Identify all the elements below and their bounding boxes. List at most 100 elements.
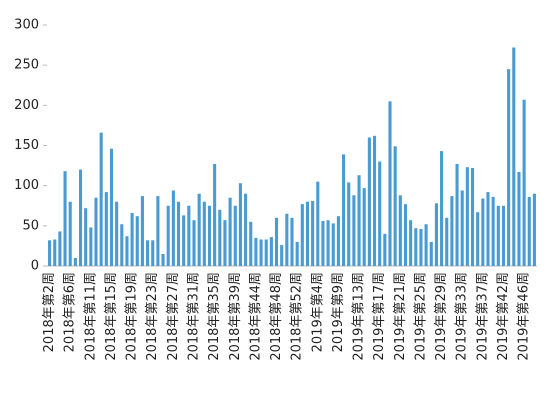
bar xyxy=(476,212,480,266)
bar xyxy=(68,201,72,266)
bar xyxy=(316,181,320,266)
x-tick-label: 2018年第44周 xyxy=(248,272,263,361)
x-tick-label: 2018年第39周 xyxy=(228,272,243,361)
bar xyxy=(393,146,397,266)
bar xyxy=(140,196,144,266)
bar xyxy=(465,167,469,266)
x-tick-label: 2018年第23周 xyxy=(145,272,160,361)
bar xyxy=(470,167,475,266)
bar xyxy=(326,220,330,266)
bar xyxy=(527,196,531,266)
bar xyxy=(202,201,206,266)
bar xyxy=(99,132,103,266)
bar xyxy=(120,224,124,266)
bar xyxy=(440,151,444,266)
bar xyxy=(414,228,418,266)
bar xyxy=(48,240,52,266)
bar xyxy=(233,205,237,266)
bar xyxy=(280,245,284,266)
bar xyxy=(264,239,268,266)
bar xyxy=(115,201,119,266)
x-tick-label: 2019年第21周 xyxy=(393,272,408,361)
bar xyxy=(403,204,408,266)
bar xyxy=(146,240,150,266)
bar xyxy=(300,204,304,266)
bar xyxy=(419,229,423,266)
bar xyxy=(197,193,201,266)
bar xyxy=(455,163,459,266)
bar xyxy=(429,241,433,266)
bar xyxy=(362,188,366,266)
bar xyxy=(321,221,325,266)
x-tick-label: 2019年第17周 xyxy=(372,272,387,361)
bar xyxy=(347,182,351,266)
bar xyxy=(58,231,62,266)
bar xyxy=(213,163,217,266)
x-tick-label: 2018年第15周 xyxy=(104,272,119,361)
bar xyxy=(53,239,57,266)
bar xyxy=(522,99,526,267)
x-tick-label: 2018年第31周 xyxy=(187,272,202,361)
bar xyxy=(78,169,83,266)
bar xyxy=(512,47,516,266)
bar xyxy=(491,196,495,266)
bar xyxy=(94,197,98,266)
bar xyxy=(285,213,289,266)
bar xyxy=(156,196,160,266)
bar xyxy=(207,205,212,266)
x-tick-label: 2019年第13周 xyxy=(352,272,367,361)
y-tick-label: 50 xyxy=(22,218,39,233)
x-tick-label: 2018年第35周 xyxy=(207,272,222,361)
x-tick-label: 2019年第42周 xyxy=(496,272,511,361)
y-tick-label: 250 xyxy=(14,58,39,73)
bar xyxy=(331,223,335,266)
y-tick-label: 300 xyxy=(14,18,39,33)
x-tick-label: 2019年第33周 xyxy=(455,272,470,361)
bar xyxy=(228,197,232,266)
x-tick-label: 2019年第25周 xyxy=(413,272,428,361)
x-tick-label: 2019年第46周 xyxy=(517,272,532,361)
y-tick-label: 0 xyxy=(31,259,39,274)
bar xyxy=(398,195,402,266)
bar xyxy=(424,224,428,266)
bar xyxy=(274,217,279,266)
bar xyxy=(135,216,139,266)
bar xyxy=(176,201,181,266)
bar xyxy=(259,239,263,266)
bar xyxy=(166,205,170,266)
x-tick-label: 2019年第9周 xyxy=(331,272,346,352)
bar xyxy=(507,69,511,266)
bar xyxy=(192,220,196,266)
bar xyxy=(445,217,449,266)
bar xyxy=(481,198,485,266)
bar xyxy=(130,212,134,266)
bar xyxy=(388,101,392,266)
bar xyxy=(84,208,88,266)
bar xyxy=(218,209,222,266)
bar xyxy=(73,257,77,266)
y-tick-label: 100 xyxy=(14,178,39,193)
bar xyxy=(182,215,186,266)
bar xyxy=(352,195,356,266)
bar xyxy=(63,171,67,266)
y-tick-label: 200 xyxy=(14,98,39,113)
bar xyxy=(125,236,129,266)
bar xyxy=(496,205,500,266)
x-tick-label: 2018年第2周 xyxy=(42,272,57,352)
bar xyxy=(187,205,191,266)
bar xyxy=(249,221,253,266)
bar xyxy=(104,192,108,266)
bar xyxy=(486,192,490,266)
bar xyxy=(151,240,155,266)
x-tick-label: 2018年第27周 xyxy=(166,272,181,361)
bar xyxy=(460,190,464,266)
x-tick-label: 2018年第6周 xyxy=(63,272,78,352)
bar xyxy=(254,237,258,266)
bar xyxy=(517,172,521,266)
x-tick-label: 2019年第4周 xyxy=(310,272,325,352)
bar xyxy=(383,233,387,266)
bar xyxy=(244,193,248,266)
bar xyxy=(409,220,413,266)
bar xyxy=(378,161,382,266)
